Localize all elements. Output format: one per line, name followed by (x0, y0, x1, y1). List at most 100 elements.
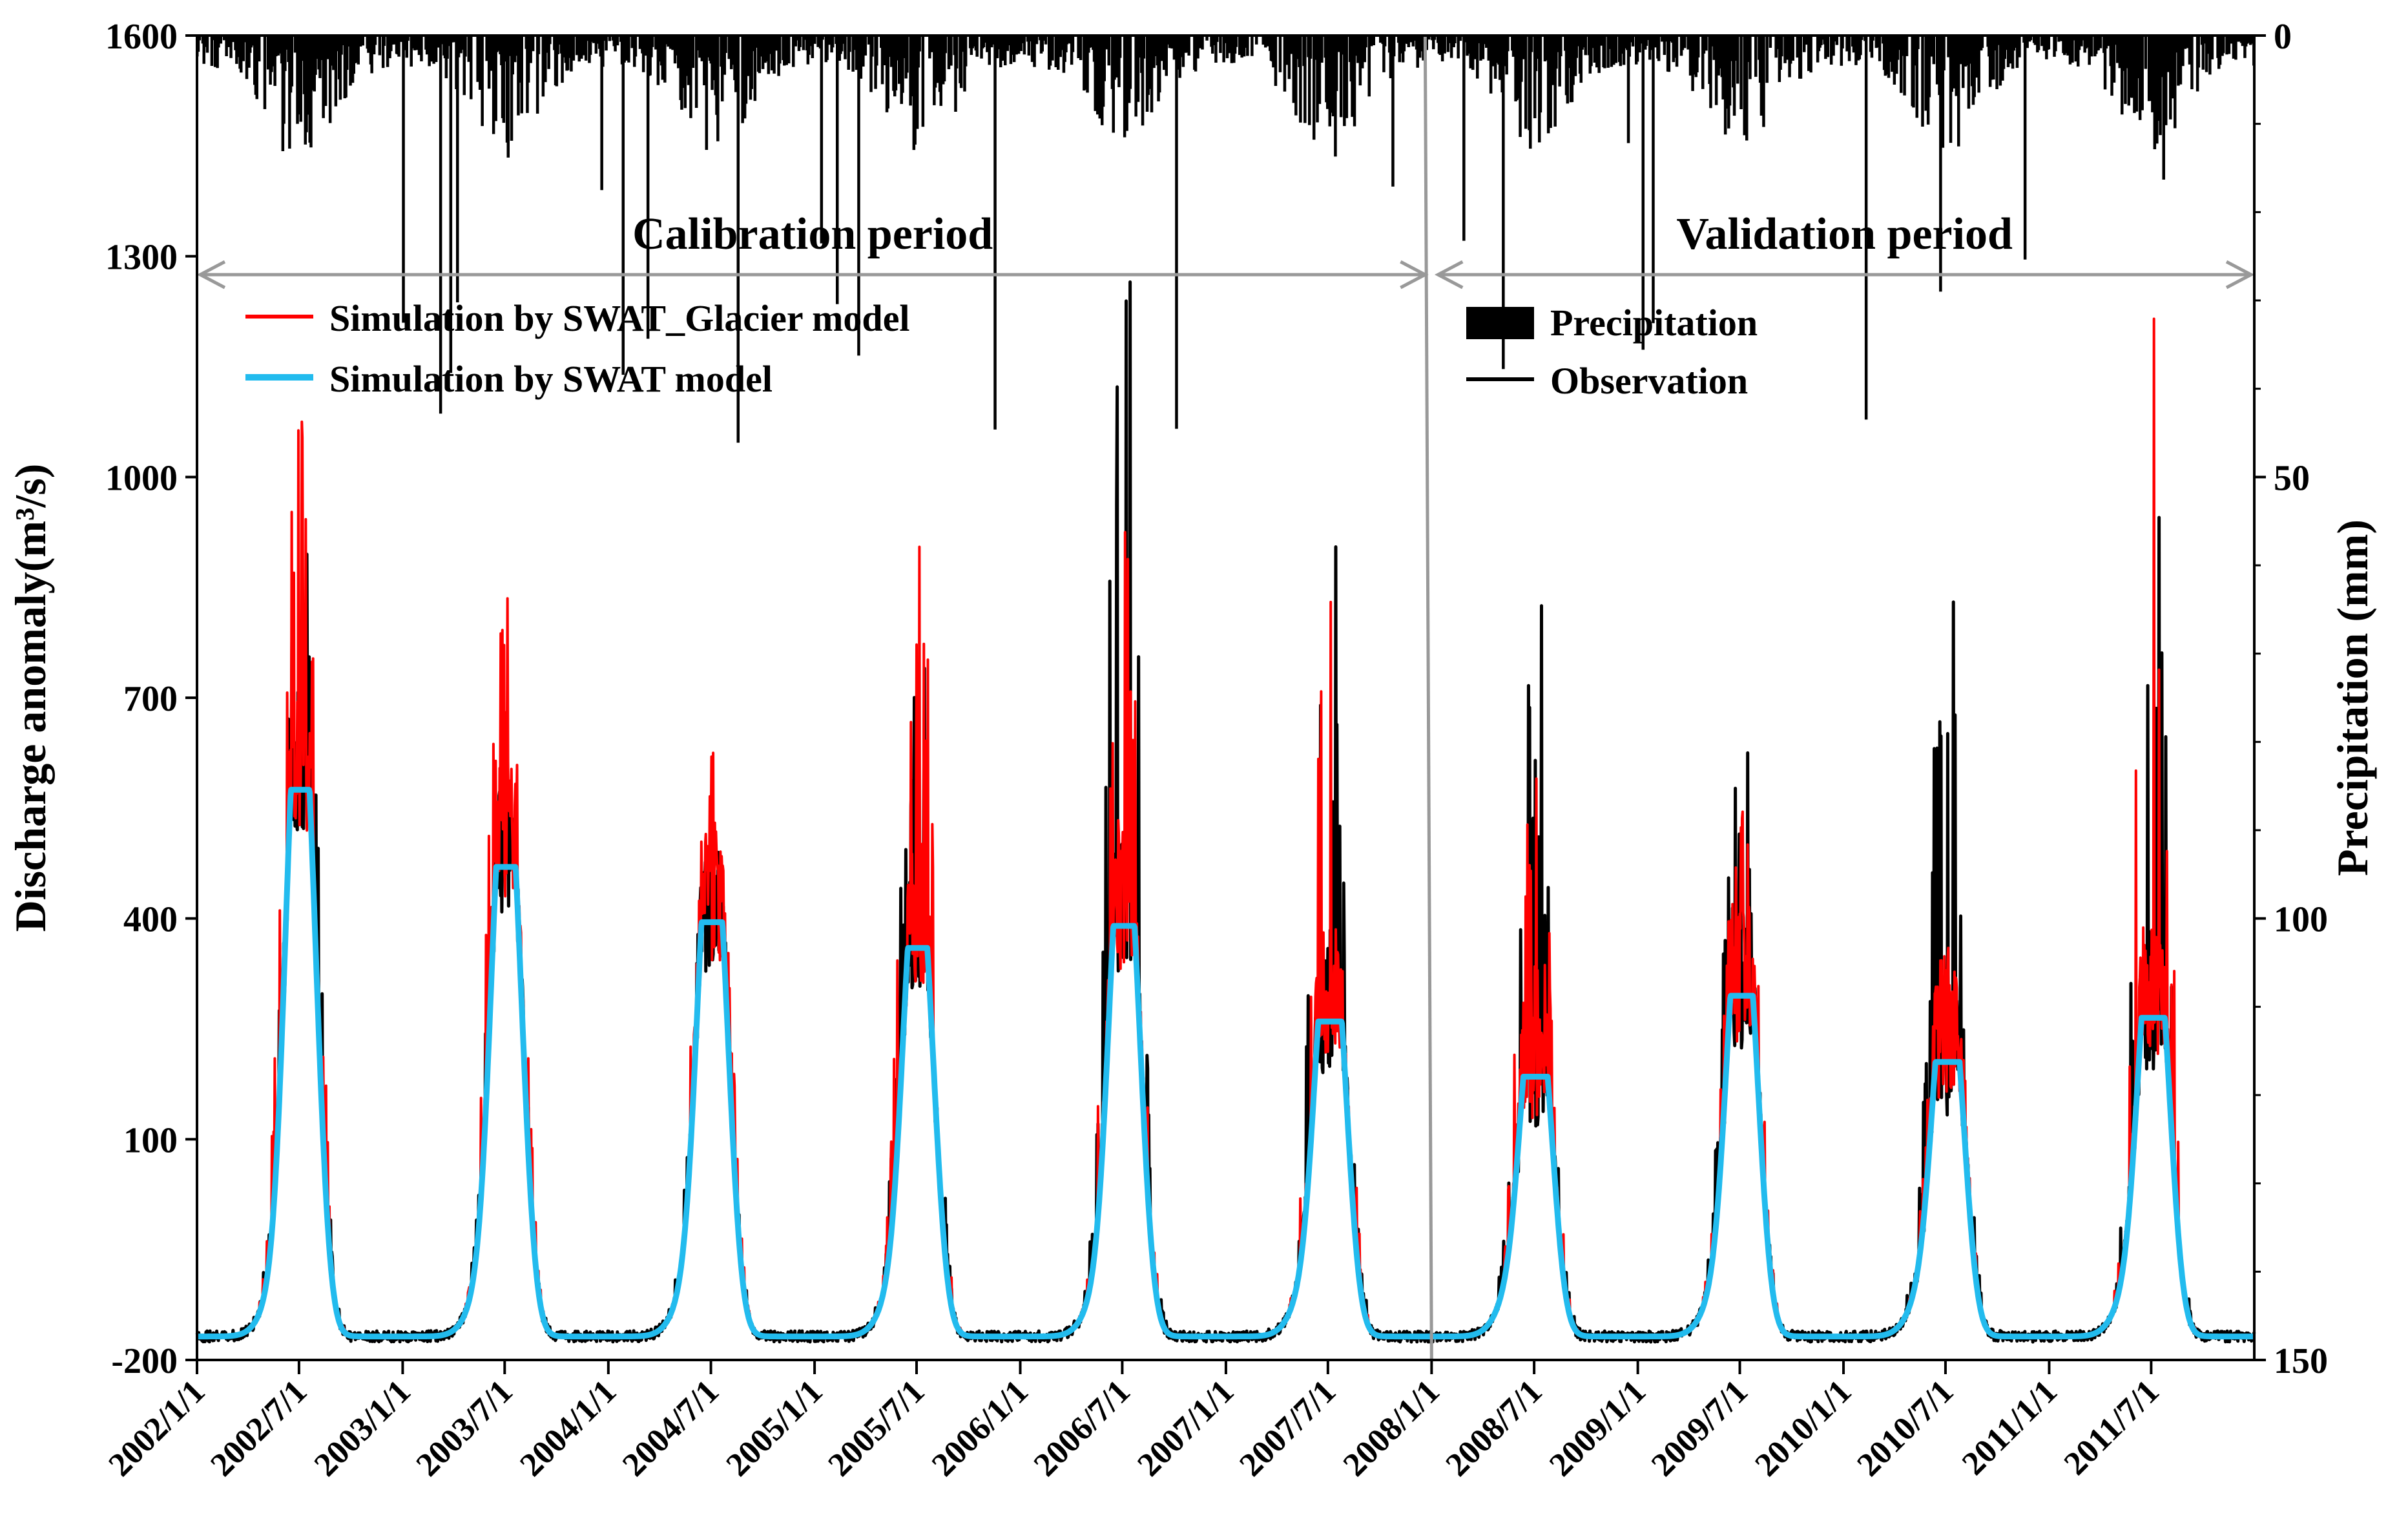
precip-bar (1358, 36, 1362, 86)
precip-bar (1667, 36, 1671, 72)
precip-bar (664, 36, 668, 45)
precip-bar (355, 36, 358, 63)
precip-bar (1628, 36, 1631, 57)
precip-bar (1334, 36, 1338, 91)
precip-bar (638, 36, 642, 49)
precip-bar (502, 36, 506, 123)
precip-bar (954, 36, 957, 112)
precip-bar (2186, 36, 2189, 48)
precip-bar (1294, 36, 1298, 116)
precip-bar (2177, 36, 2180, 86)
precip-bar (415, 36, 419, 50)
precip-bar (1105, 36, 1108, 50)
precip-bar (1000, 36, 1004, 61)
precip-bar (1955, 36, 1958, 96)
precip-bar (1411, 36, 1415, 47)
precip-bar (1115, 36, 1119, 78)
precip-bar (750, 36, 753, 89)
precip-bar (1443, 36, 1446, 54)
precip-bar (1606, 36, 1610, 68)
precip-bar (1997, 36, 2000, 45)
precip-bar (1701, 36, 1705, 89)
precip-bar (210, 36, 214, 66)
precip-bar (1176, 36, 1179, 70)
precip-bar (584, 36, 588, 61)
precip-bar (1354, 36, 1358, 56)
precip-bar (661, 36, 665, 80)
x-tick-label: 2006/1/1 (925, 1373, 1035, 1483)
precip-bar (1967, 36, 1971, 109)
precip-bar (1789, 36, 1792, 64)
precip-bar (928, 36, 931, 59)
precip-bar (1019, 36, 1022, 51)
left-tick-label: 1300 (105, 238, 178, 278)
precip-bar (1845, 36, 1849, 52)
x-tick-label: 2002/1/1 (101, 1373, 212, 1483)
precip-bar (1364, 36, 1367, 48)
precip-bar (1334, 36, 1337, 157)
precip-bar (1930, 36, 1933, 57)
period-label: Validation period (1676, 209, 2013, 259)
precip-bar (809, 36, 812, 47)
precip-bar (450, 36, 453, 43)
precip-bar (1519, 36, 1522, 137)
precip-bar (795, 36, 798, 41)
precip-bar (667, 36, 670, 47)
precip-bar (1079, 36, 1083, 60)
precip-bar (1522, 36, 1525, 59)
precip-bar (341, 36, 344, 45)
precip-bar (544, 36, 547, 83)
precip-bar (2248, 36, 2252, 45)
precip-bar (955, 36, 959, 68)
precip-bar (2003, 36, 2006, 59)
precip-bar (621, 36, 625, 375)
precip-bar (1295, 36, 1299, 59)
precip-bar (802, 36, 805, 50)
precip-bar (555, 36, 559, 87)
precip-bar (1739, 36, 1743, 109)
precip-bar (1201, 36, 1204, 50)
precip-bar (1117, 36, 1121, 87)
precip-bar (821, 36, 824, 40)
precip-bar (1759, 36, 1763, 116)
precip-bar (1924, 36, 1927, 111)
precip-bar (1859, 36, 1862, 56)
precip-bar (370, 36, 373, 74)
precip-bar (2245, 36, 2249, 44)
precip-bar (213, 36, 217, 67)
precip-bar (1820, 36, 1823, 45)
precip-bar (361, 36, 364, 46)
precip-bar (1745, 36, 1749, 141)
precip-bar (871, 36, 874, 57)
precip-bar (496, 36, 500, 51)
precip-bar (1620, 36, 1623, 54)
x-tick-label: 2010/1/1 (1748, 1373, 1858, 1483)
arrow-left-head (196, 260, 226, 289)
precip-bar (669, 36, 672, 49)
precip-bar (820, 36, 824, 244)
precip-bar (759, 36, 762, 57)
precip-bar (1086, 36, 1089, 93)
precip-bar (1343, 36, 1346, 127)
precip-bar (2047, 36, 2051, 50)
precip-bar (594, 36, 598, 54)
precip-bar (765, 36, 768, 62)
precip-bar (901, 36, 904, 93)
precip-bar (1593, 36, 1596, 63)
precip-bar (1847, 36, 1851, 61)
precip-bar (1165, 36, 1168, 76)
precip-bar (658, 36, 661, 62)
precip-bar (2088, 36, 2091, 65)
precip-bar (561, 36, 564, 83)
precip-bar (798, 36, 802, 47)
precip-bar (741, 36, 744, 123)
precip-bar (1566, 36, 1570, 104)
x-tick-label: 2005/7/1 (821, 1373, 931, 1483)
precip-bar (1103, 36, 1106, 81)
precip-bar (1980, 36, 1984, 48)
precip-bar (1136, 36, 1140, 102)
precip-bar (1942, 36, 1946, 70)
precip-bar (1785, 36, 1789, 60)
precip-bar (1308, 36, 1311, 125)
x-tick-label: 2009/1/1 (1542, 1373, 1653, 1483)
